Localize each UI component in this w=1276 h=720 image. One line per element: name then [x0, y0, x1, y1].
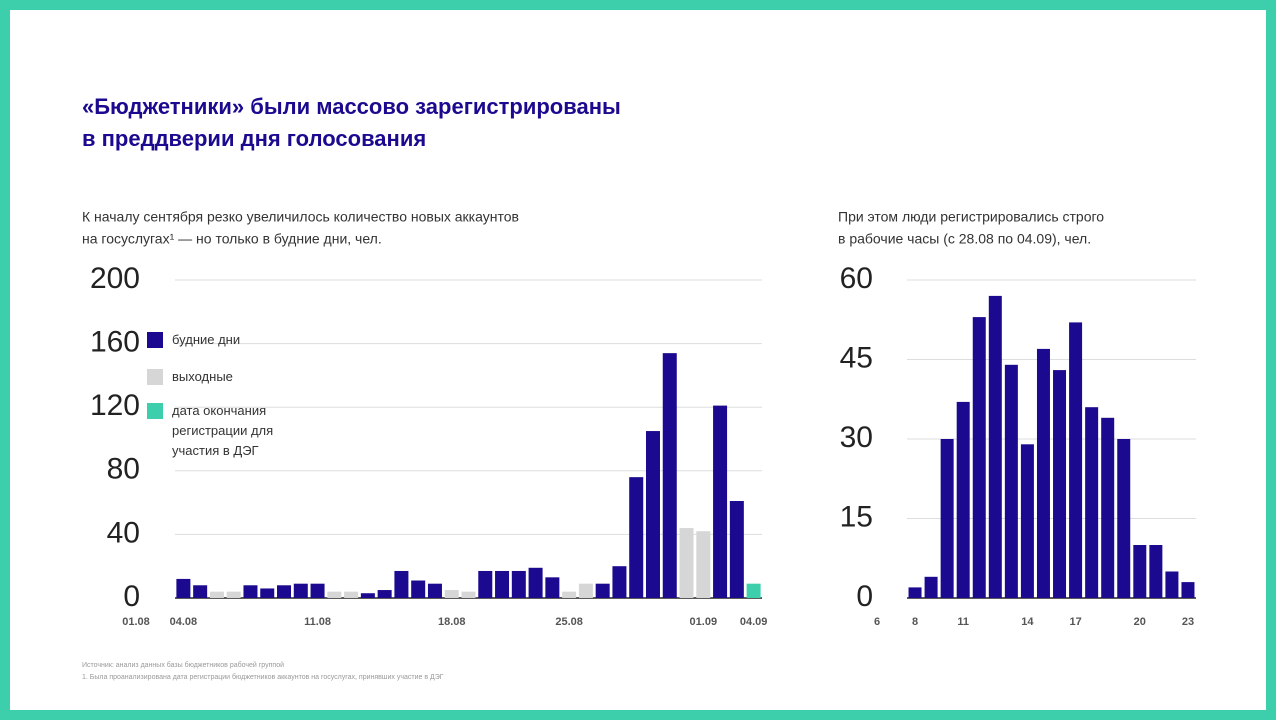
y-tick-label: 60 — [840, 262, 873, 295]
bar — [360, 593, 375, 598]
y-tick-label: 45 — [840, 341, 873, 374]
bar — [679, 528, 694, 598]
x-tick-label: 14 — [1021, 616, 1034, 628]
y-tick-label: 80 — [107, 453, 140, 486]
bar — [988, 295, 1002, 598]
bar — [327, 591, 342, 598]
bar — [209, 591, 224, 598]
bar — [277, 585, 292, 598]
bar — [1004, 364, 1018, 598]
x-axis-start-label: 01.08 — [122, 616, 150, 628]
legend-label: дата окончания регистрации для участия в… — [172, 403, 274, 458]
y-tick-label: 200 — [90, 262, 140, 295]
legend-swatch — [147, 332, 163, 348]
bar — [344, 591, 359, 598]
x-tick-label: 01.09 — [690, 616, 718, 628]
bar — [629, 477, 644, 598]
bar — [940, 439, 954, 598]
bar — [1085, 407, 1099, 598]
bar — [578, 583, 593, 598]
bar — [293, 583, 308, 598]
x-tick-label: 8 — [912, 616, 918, 628]
bar — [562, 591, 577, 598]
bar — [478, 570, 493, 598]
subtitle: При этом люди регистрировались строго — [838, 209, 1104, 225]
bar — [662, 353, 677, 598]
y-tick-label: 0 — [123, 580, 140, 613]
bar — [528, 567, 543, 598]
bar — [1133, 545, 1147, 598]
x-tick-label: 20 — [1134, 616, 1146, 628]
bar — [972, 317, 986, 598]
bar — [645, 431, 660, 598]
subtitle: на госуслугах¹ — но только в будние дни,… — [82, 231, 382, 247]
bar — [1020, 444, 1034, 598]
bar — [729, 501, 744, 598]
bar — [595, 583, 610, 598]
y-tick-label: 0 — [856, 580, 873, 613]
bar — [1101, 417, 1115, 598]
bar — [176, 578, 191, 598]
x-tick-label: 25.08 — [555, 616, 583, 628]
bar — [226, 591, 241, 598]
bar — [1165, 571, 1179, 598]
bar — [394, 570, 409, 598]
bar — [746, 583, 761, 598]
bar — [956, 401, 970, 598]
bar — [545, 577, 560, 598]
x-tick-label: 04.08 — [170, 616, 198, 628]
subtitle: К началу сентября резко увеличилось коли… — [82, 209, 519, 225]
bar — [908, 587, 922, 598]
footnote: 1. Была проанализирована дата регистраци… — [82, 673, 444, 681]
bar — [511, 570, 526, 598]
bar — [1117, 439, 1131, 598]
y-tick-label: 160 — [90, 326, 140, 359]
bar — [377, 590, 392, 598]
bar — [1053, 370, 1067, 598]
footnote: Источник: анализ данных базы бюджетников… — [82, 661, 284, 669]
bar — [495, 570, 510, 598]
legend-label: будние дни — [172, 332, 241, 347]
bar — [1149, 545, 1163, 598]
bar — [924, 576, 938, 598]
bar — [243, 585, 258, 598]
x-tick-label: 17 — [1069, 616, 1081, 628]
bar — [612, 566, 627, 598]
bar — [1069, 322, 1083, 598]
x-tick-label: 11 — [957, 616, 969, 628]
bar — [411, 580, 426, 598]
bar — [1036, 348, 1050, 598]
bar — [461, 591, 476, 598]
bar — [260, 588, 275, 598]
legend-swatch — [147, 369, 163, 385]
x-tick-label: 18.08 — [438, 616, 466, 628]
y-tick-label: 15 — [840, 500, 873, 533]
legend-swatch — [147, 403, 163, 419]
y-tick-label: 40 — [107, 516, 140, 549]
bar — [713, 405, 728, 598]
bar — [193, 585, 208, 598]
y-tick-label: 120 — [90, 389, 140, 422]
title: в преддверии дня голосования — [82, 126, 426, 151]
bar — [310, 583, 325, 598]
x-tick-label: 11.08 — [304, 616, 331, 628]
x-tick-label: 23 — [1182, 616, 1194, 628]
y-tick-label: 30 — [840, 421, 873, 454]
title: «Бюджетники» были массово зарегистрирова… — [82, 94, 621, 119]
bar — [444, 590, 459, 598]
bar — [1181, 582, 1195, 598]
x-tick-label: 04.09 — [740, 616, 768, 628]
bar — [427, 583, 442, 598]
legend-label: выходные — [172, 369, 233, 384]
subtitle: в рабочие часы (с 28.08 по 04.09), чел. — [838, 231, 1091, 247]
x-axis-start-label: 6 — [874, 616, 880, 628]
bar — [696, 531, 711, 598]
